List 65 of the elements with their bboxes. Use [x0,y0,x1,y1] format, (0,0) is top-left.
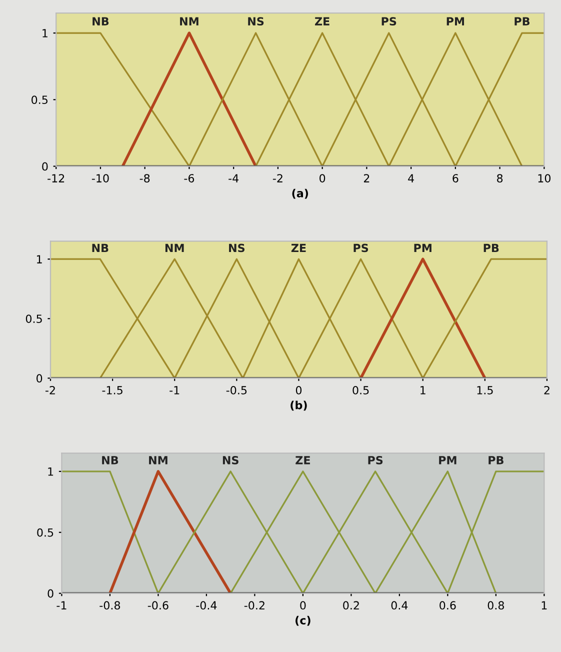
series-label: NM [149,456,168,464]
x-tick-label: -2 [272,174,282,182]
x-tick-label: 2 [364,174,370,182]
x-tick-label: -1.5 [102,386,122,394]
x-tick-label: 0.2 [343,601,359,610]
x-axis-title: (b) [290,400,307,411]
series-label: NS [222,456,238,464]
y-tick-label: 0.5 [26,314,42,324]
series-label: NB [102,456,118,464]
x-tick-label: 4 [408,174,414,182]
y-tick-label: 0 [48,589,54,598]
x-tick-label: 0 [300,601,306,610]
series-label: NS [248,17,264,26]
series-label: PM [446,17,464,26]
x-tick-label: -0.5 [226,386,247,394]
x-tick-label: -6 [184,174,194,182]
x-axis-title: (a) [292,188,308,199]
x-tick-label: -1 [170,386,180,394]
x-tick-label: 6 [452,174,458,182]
series-label: PS [382,17,396,26]
x-axis-title: (c) [296,616,310,626]
x-tick-label: 10 [538,174,550,182]
series-label: PM [414,244,432,252]
x-tick-label: -0.8 [100,601,120,610]
y-tick-label: 1 [37,255,42,264]
series-label: PS [368,456,383,464]
x-tick-label: -4 [228,174,238,182]
series-label: NB [92,17,109,26]
x-tick-label: -0.4 [196,601,217,610]
series-label: NM [165,244,184,252]
x-tick-label: 8 [497,174,503,182]
x-tick-label: 0.6 [440,601,456,610]
y-tick-label: 0 [36,374,42,383]
series-label: ZE [314,17,330,26]
x-tick-label: -1 [56,601,66,610]
x-tick-label: -12 [48,174,64,182]
series-label: PS [354,244,368,252]
series-label: ZE [291,244,306,252]
x-tick-label: -0.6 [148,601,168,610]
series-label: PB [484,244,499,252]
y-tick-label: 1 [48,468,54,476]
x-tick-label: -0.2 [244,601,264,610]
x-tick-label: 0 [296,386,302,394]
x-tick-label: 1.5 [477,386,493,394]
series-label: PB [514,17,530,26]
y-tick-label: 0.5 [37,528,54,537]
x-tick-label: 1 [542,601,547,610]
x-tick-label: 1 [420,386,426,394]
x-tick-label: -8 [140,174,150,182]
y-tick-label: 0.5 [32,96,48,104]
series-label: NB [92,244,108,252]
y-tick-label: 0 [42,162,48,171]
series-label: PB [488,456,504,464]
y-tick-label: 1 [42,29,48,38]
x-tick-label: 0.5 [352,386,369,394]
x-tick-label: -10 [92,174,109,182]
x-tick-label: -2 [45,386,55,394]
series-label: NM [180,17,198,26]
series-label: ZE [296,456,310,464]
x-tick-label: 0 [320,174,326,182]
series-label: NS [229,244,245,252]
x-tick-label: 0.8 [488,601,504,610]
x-tick-label: 2 [544,386,550,394]
x-tick-label: 0.4 [391,601,408,610]
series-label: PM [439,456,456,464]
